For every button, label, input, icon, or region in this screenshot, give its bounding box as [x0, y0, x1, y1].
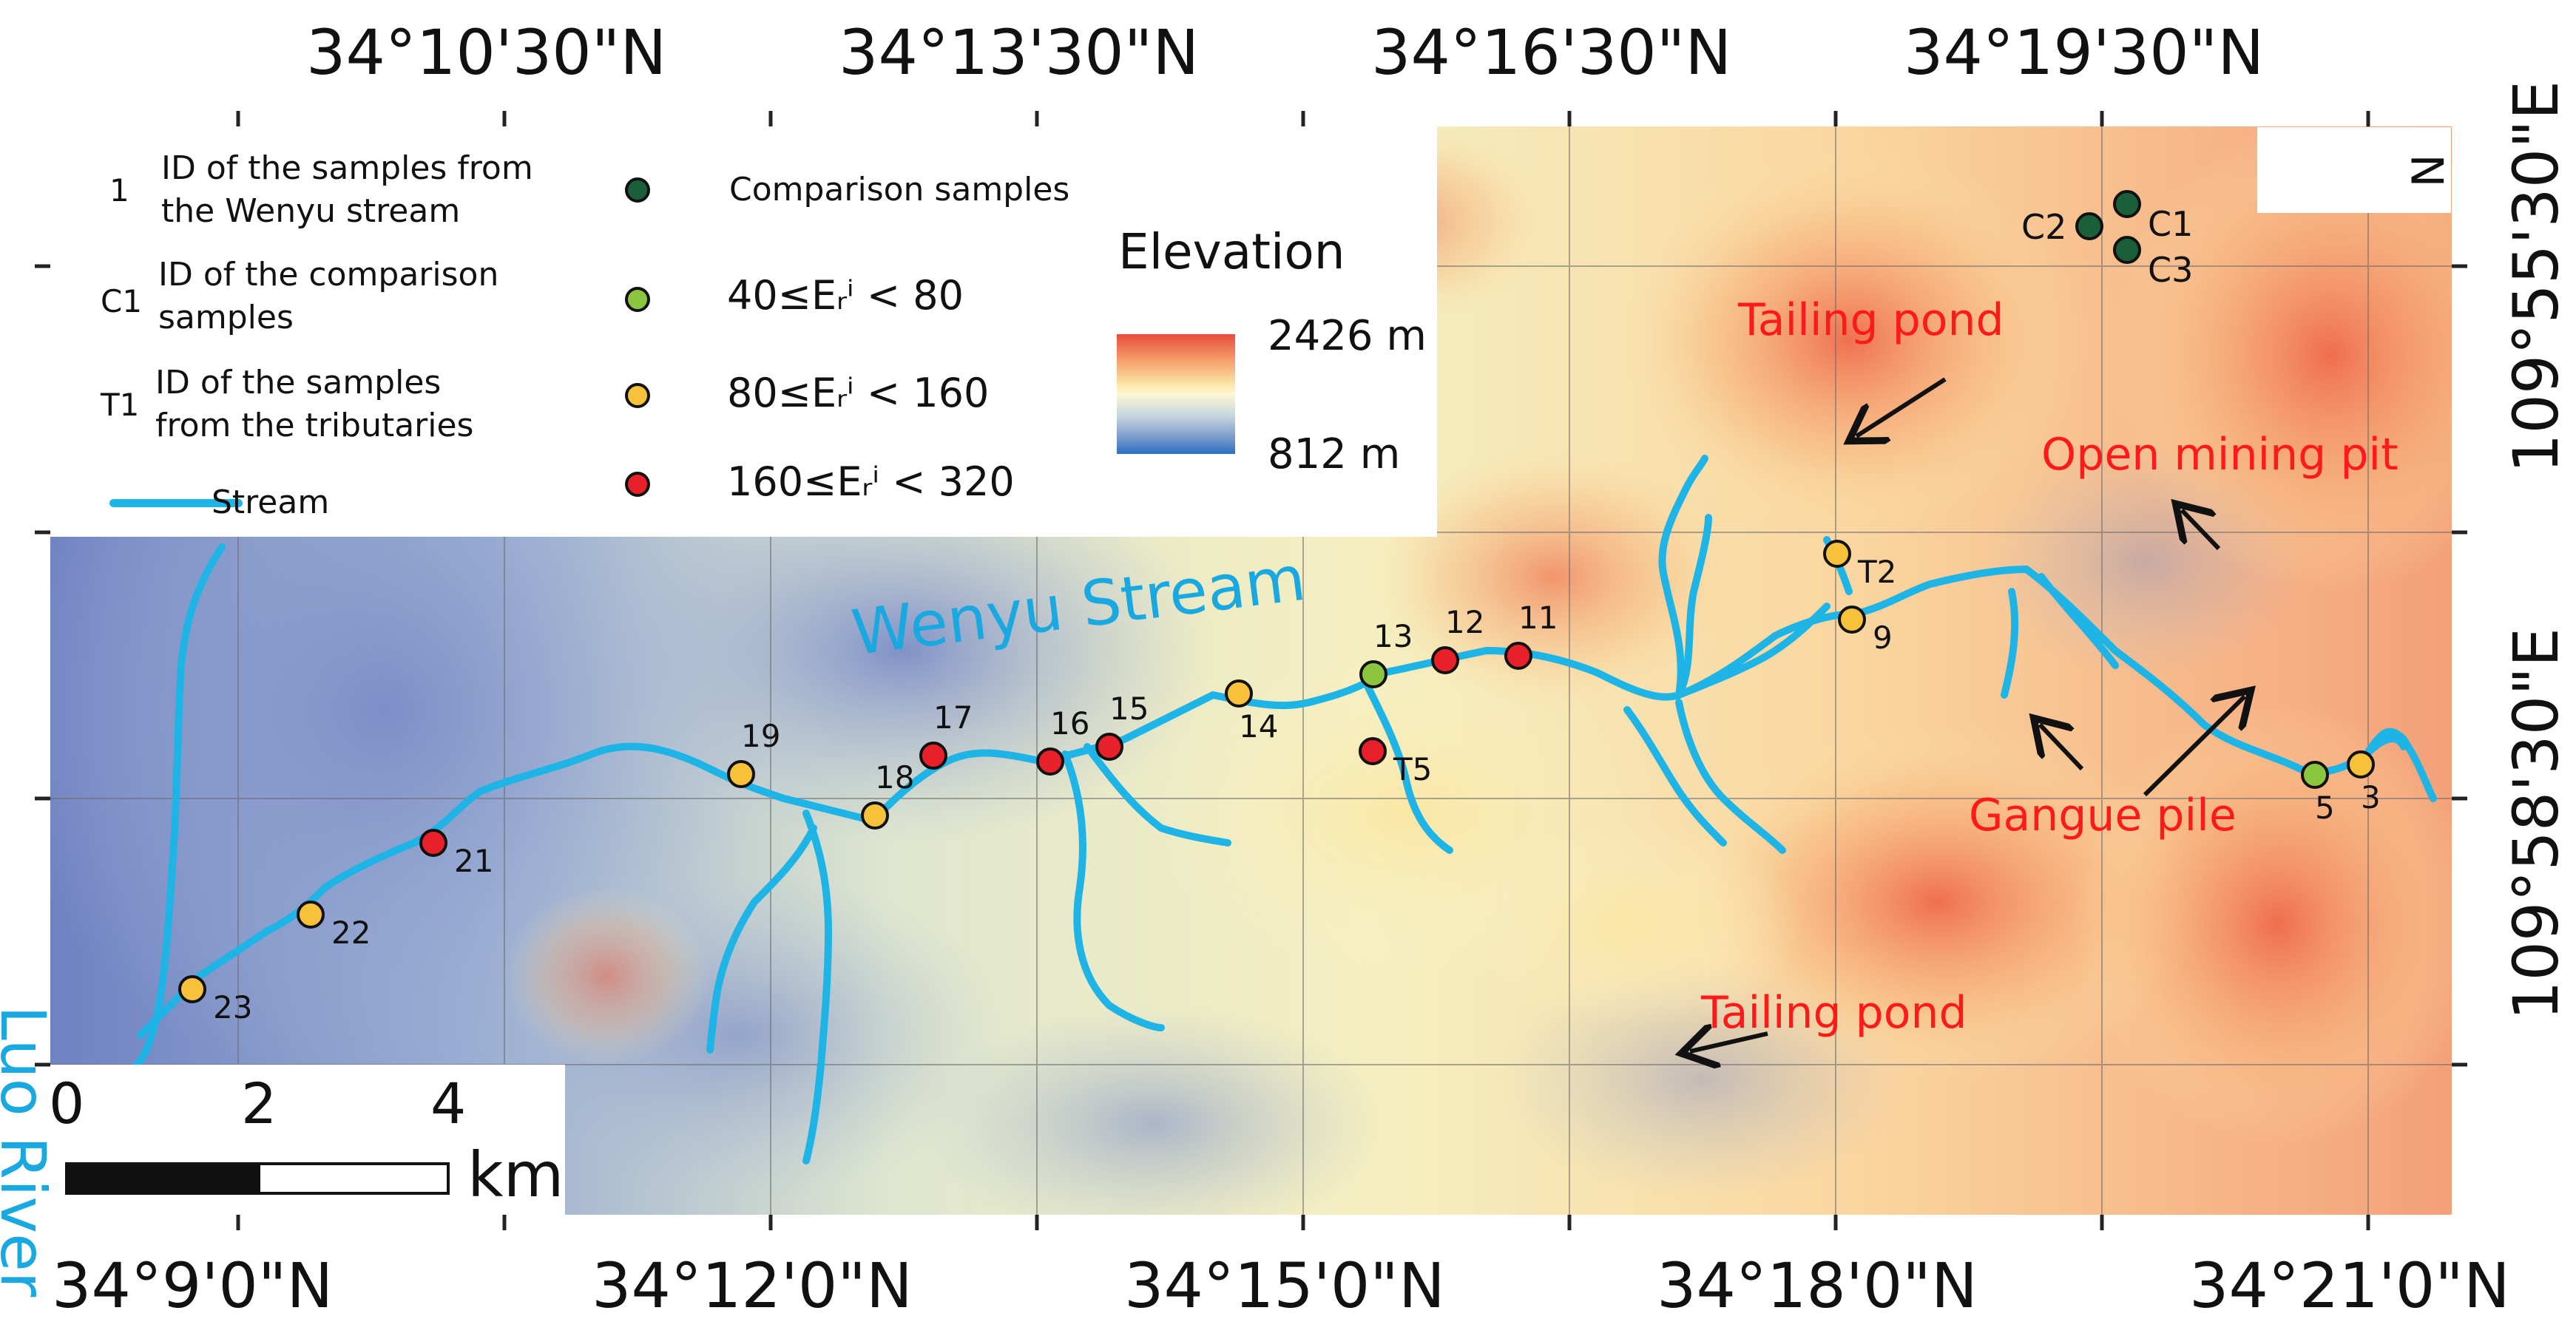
sample-point-14 — [1225, 679, 1253, 708]
sample-label-t2: T2 — [1858, 554, 1897, 590]
scalebar-fill — [68, 1165, 260, 1192]
legend-comparison-label: Comparison samples — [729, 171, 1070, 208]
legend-stream-line — [109, 499, 243, 507]
sample-point-17 — [919, 742, 947, 770]
sample-label-12: 12 — [1445, 604, 1485, 640]
sample-point-t5 — [1359, 737, 1387, 765]
legend-class-160-320-dot — [625, 472, 650, 497]
sample-label-t5: T5 — [1393, 751, 1433, 787]
annotation-tailing-pond-top: Tailing pond — [1738, 294, 2004, 346]
legend-class-160-320-label: 160≤Eᵣⁱ < 320 — [727, 458, 1015, 505]
sample-point-22 — [297, 901, 325, 929]
sample-point-11 — [1504, 642, 1532, 670]
bottom-lat-label-3: 34°15'0"N — [1124, 1249, 1445, 1322]
sample-label-c3: C3 — [2148, 250, 2194, 290]
frame-ticks — [35, 111, 2467, 1230]
legend-class-40-80-dot — [625, 287, 650, 312]
sample-point-19 — [727, 760, 755, 788]
elevation-title: Elevation — [1118, 223, 1345, 280]
top-lat-label-2: 34°13'30"N — [839, 16, 1200, 89]
legend-id-text: ID of the samples from the Wenyu stream — [161, 149, 533, 230]
sample-label-c1: C1 — [2148, 204, 2194, 244]
sample-label-22: 22 — [331, 915, 371, 951]
sample-point-15 — [1095, 733, 1123, 761]
legend-comparison-id-text: ID of the comparison samples — [158, 256, 499, 336]
luo-river — [133, 543, 226, 1068]
sample-label-14: 14 — [1239, 708, 1279, 745]
legend-class-40-80-label: 40≤Eᵣⁱ < 80 — [727, 272, 964, 319]
legend-tributary-id-example: T1 — [101, 387, 140, 423]
sample-point-c3 — [2113, 236, 2141, 264]
top-lat-label-4: 34°19'30"N — [1904, 16, 2265, 89]
bottom-lat-label-4: 34°18'0"N — [1657, 1249, 1978, 1322]
bottom-lat-label-5: 34°21'0"N — [2189, 1249, 2510, 1322]
sample-point-12 — [1431, 646, 1459, 674]
legend-tributary-id-text: ID of the samples from the tributaries — [155, 364, 474, 444]
sample-label-21: 21 — [454, 843, 494, 879]
sample-point-c1 — [2113, 190, 2141, 218]
scalebar-tick-4: 4 — [430, 1071, 467, 1136]
bottom-lat-label-1: 34°9'0"N — [52, 1249, 334, 1322]
legend-comparison-dot — [625, 177, 650, 203]
sample-label-19: 19 — [741, 718, 781, 754]
scalebar-unit: km — [467, 1139, 564, 1211]
sample-label-11: 11 — [1518, 600, 1558, 636]
sample-label-15: 15 — [1109, 691, 1149, 727]
sample-label-18: 18 — [875, 759, 915, 796]
sample-label-9: 9 — [1873, 620, 1893, 656]
annotation-open-mining-pit: Open mining pit — [2041, 429, 2398, 481]
scalebar-tick-2: 2 — [241, 1071, 277, 1136]
sample-point-9 — [1838, 606, 1866, 634]
elevation-max: 2426 m — [1268, 312, 1427, 360]
sample-point-c2 — [2075, 212, 2103, 240]
legend-class-80-160-label: 80≤Eᵣⁱ < 160 — [727, 370, 990, 416]
annotation-gangue-pile: Gangue pile — [1969, 790, 2237, 841]
top-lat-label-1: 34°10'30"N — [306, 16, 667, 89]
sample-point-3 — [2347, 750, 2375, 779]
sample-point-13 — [1359, 660, 1387, 688]
legend-id-example: 1 — [109, 172, 129, 208]
legend-comparison-id-example: C1 — [101, 283, 143, 319]
sample-label-16: 16 — [1050, 705, 1090, 742]
legend-panel: 1 ID of the samples from the Wenyu strea… — [50, 126, 1437, 537]
sample-label-c2: C2 — [2021, 207, 2067, 247]
top-lat-label-3: 34°16'30"N — [1371, 16, 1732, 89]
sample-point-t2 — [1823, 540, 1851, 568]
right-lon-label-2: 109°58'30"E — [2500, 628, 2572, 1020]
north-label: N — [2400, 154, 2452, 188]
sample-label-23: 23 — [213, 989, 253, 1025]
legend-stream-label: Stream — [212, 484, 330, 521]
legend-class-80-160-dot — [625, 383, 650, 408]
right-lon-label-1: 109°55'30"E — [2500, 81, 2572, 473]
sample-points — [178, 190, 2375, 1003]
stream-network — [133, 455, 2437, 1164]
scalebar-tick-0: 0 — [49, 1071, 85, 1136]
north-box — [2257, 127, 2451, 213]
sample-point-21 — [419, 829, 447, 857]
sample-point-16 — [1036, 747, 1064, 776]
arrows — [1690, 377, 2245, 1051]
sample-label-5: 5 — [2315, 790, 2335, 826]
sample-label-3: 3 — [2361, 779, 2381, 815]
sample-point-23 — [178, 975, 206, 1003]
elevation-colorbar — [1117, 334, 1235, 454]
luo-river-label: Luo River — [0, 1006, 59, 1298]
annotation-tailing-pond-bottom: Tailing pond — [1701, 987, 1967, 1039]
sample-point-18 — [861, 801, 889, 830]
scalebar — [65, 1162, 450, 1195]
bottom-lat-label-2: 34°12'0"N — [592, 1249, 913, 1322]
elevation-min: 812 m — [1268, 430, 1401, 478]
sample-point-5 — [2301, 761, 2329, 789]
sample-label-13: 13 — [1373, 618, 1413, 654]
sample-label-17: 17 — [933, 699, 973, 736]
